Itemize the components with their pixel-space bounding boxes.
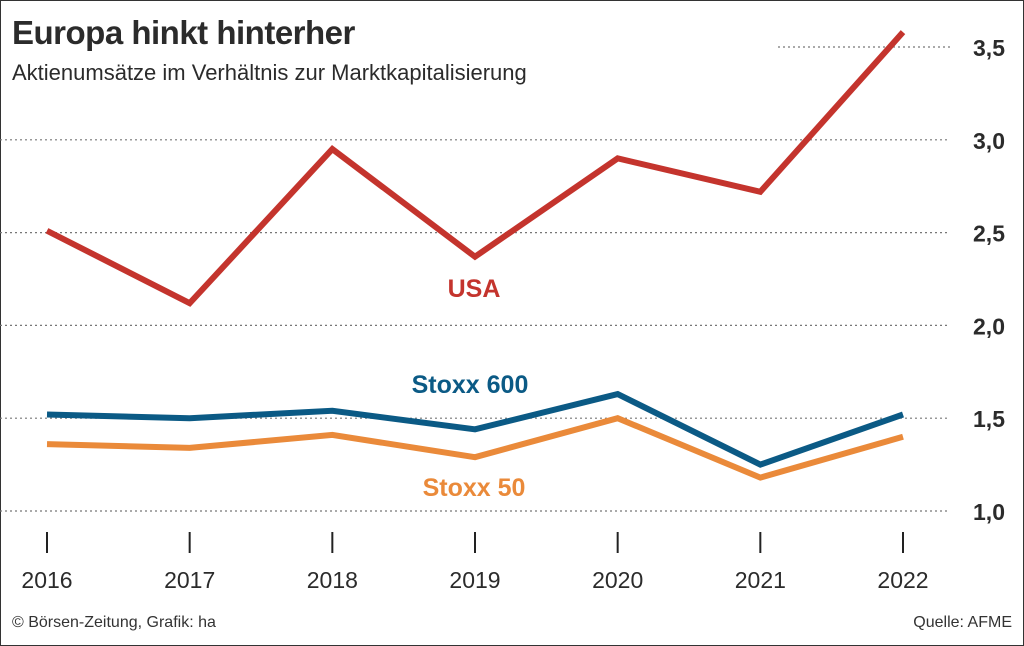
series-label-stoxx-600: Stoxx 600	[412, 371, 529, 399]
chart-subtitle: Aktienumsätze im Verhältnis zur Marktkap…	[12, 60, 527, 85]
series-line-usa	[45, 30, 906, 307]
x-tick-label: 2022	[877, 567, 928, 593]
x-tick-label: 2019	[449, 567, 500, 593]
series-line-stoxx-600	[46, 390, 904, 468]
x-tick-label: 2020	[592, 567, 643, 593]
x-tick-label: 2017	[164, 567, 215, 593]
y-tick-label: 3,0	[973, 128, 1005, 154]
footer-source: Quelle: AFME	[913, 614, 1012, 631]
x-tick-label: 2016	[21, 567, 72, 593]
series-line-stoxx-50	[46, 415, 904, 481]
footer-credit: © Börsen-Zeitung, Grafik: ha	[12, 614, 216, 631]
y-tick-label: 3,5	[973, 35, 1005, 61]
series-label-usa: USA	[448, 275, 501, 303]
y-tick-label: 1,0	[973, 499, 1005, 525]
x-tick-label: 2018	[307, 567, 358, 593]
chart-title: Europa hinkt hinterher	[12, 14, 355, 51]
y-tick-label: 1,5	[973, 406, 1005, 432]
x-tick-label: 2021	[735, 567, 786, 593]
y-tick-label: 2,0	[973, 313, 1005, 339]
series-label-stoxx-50: Stoxx 50	[423, 474, 526, 502]
y-tick-label: 2,5	[973, 221, 1005, 247]
